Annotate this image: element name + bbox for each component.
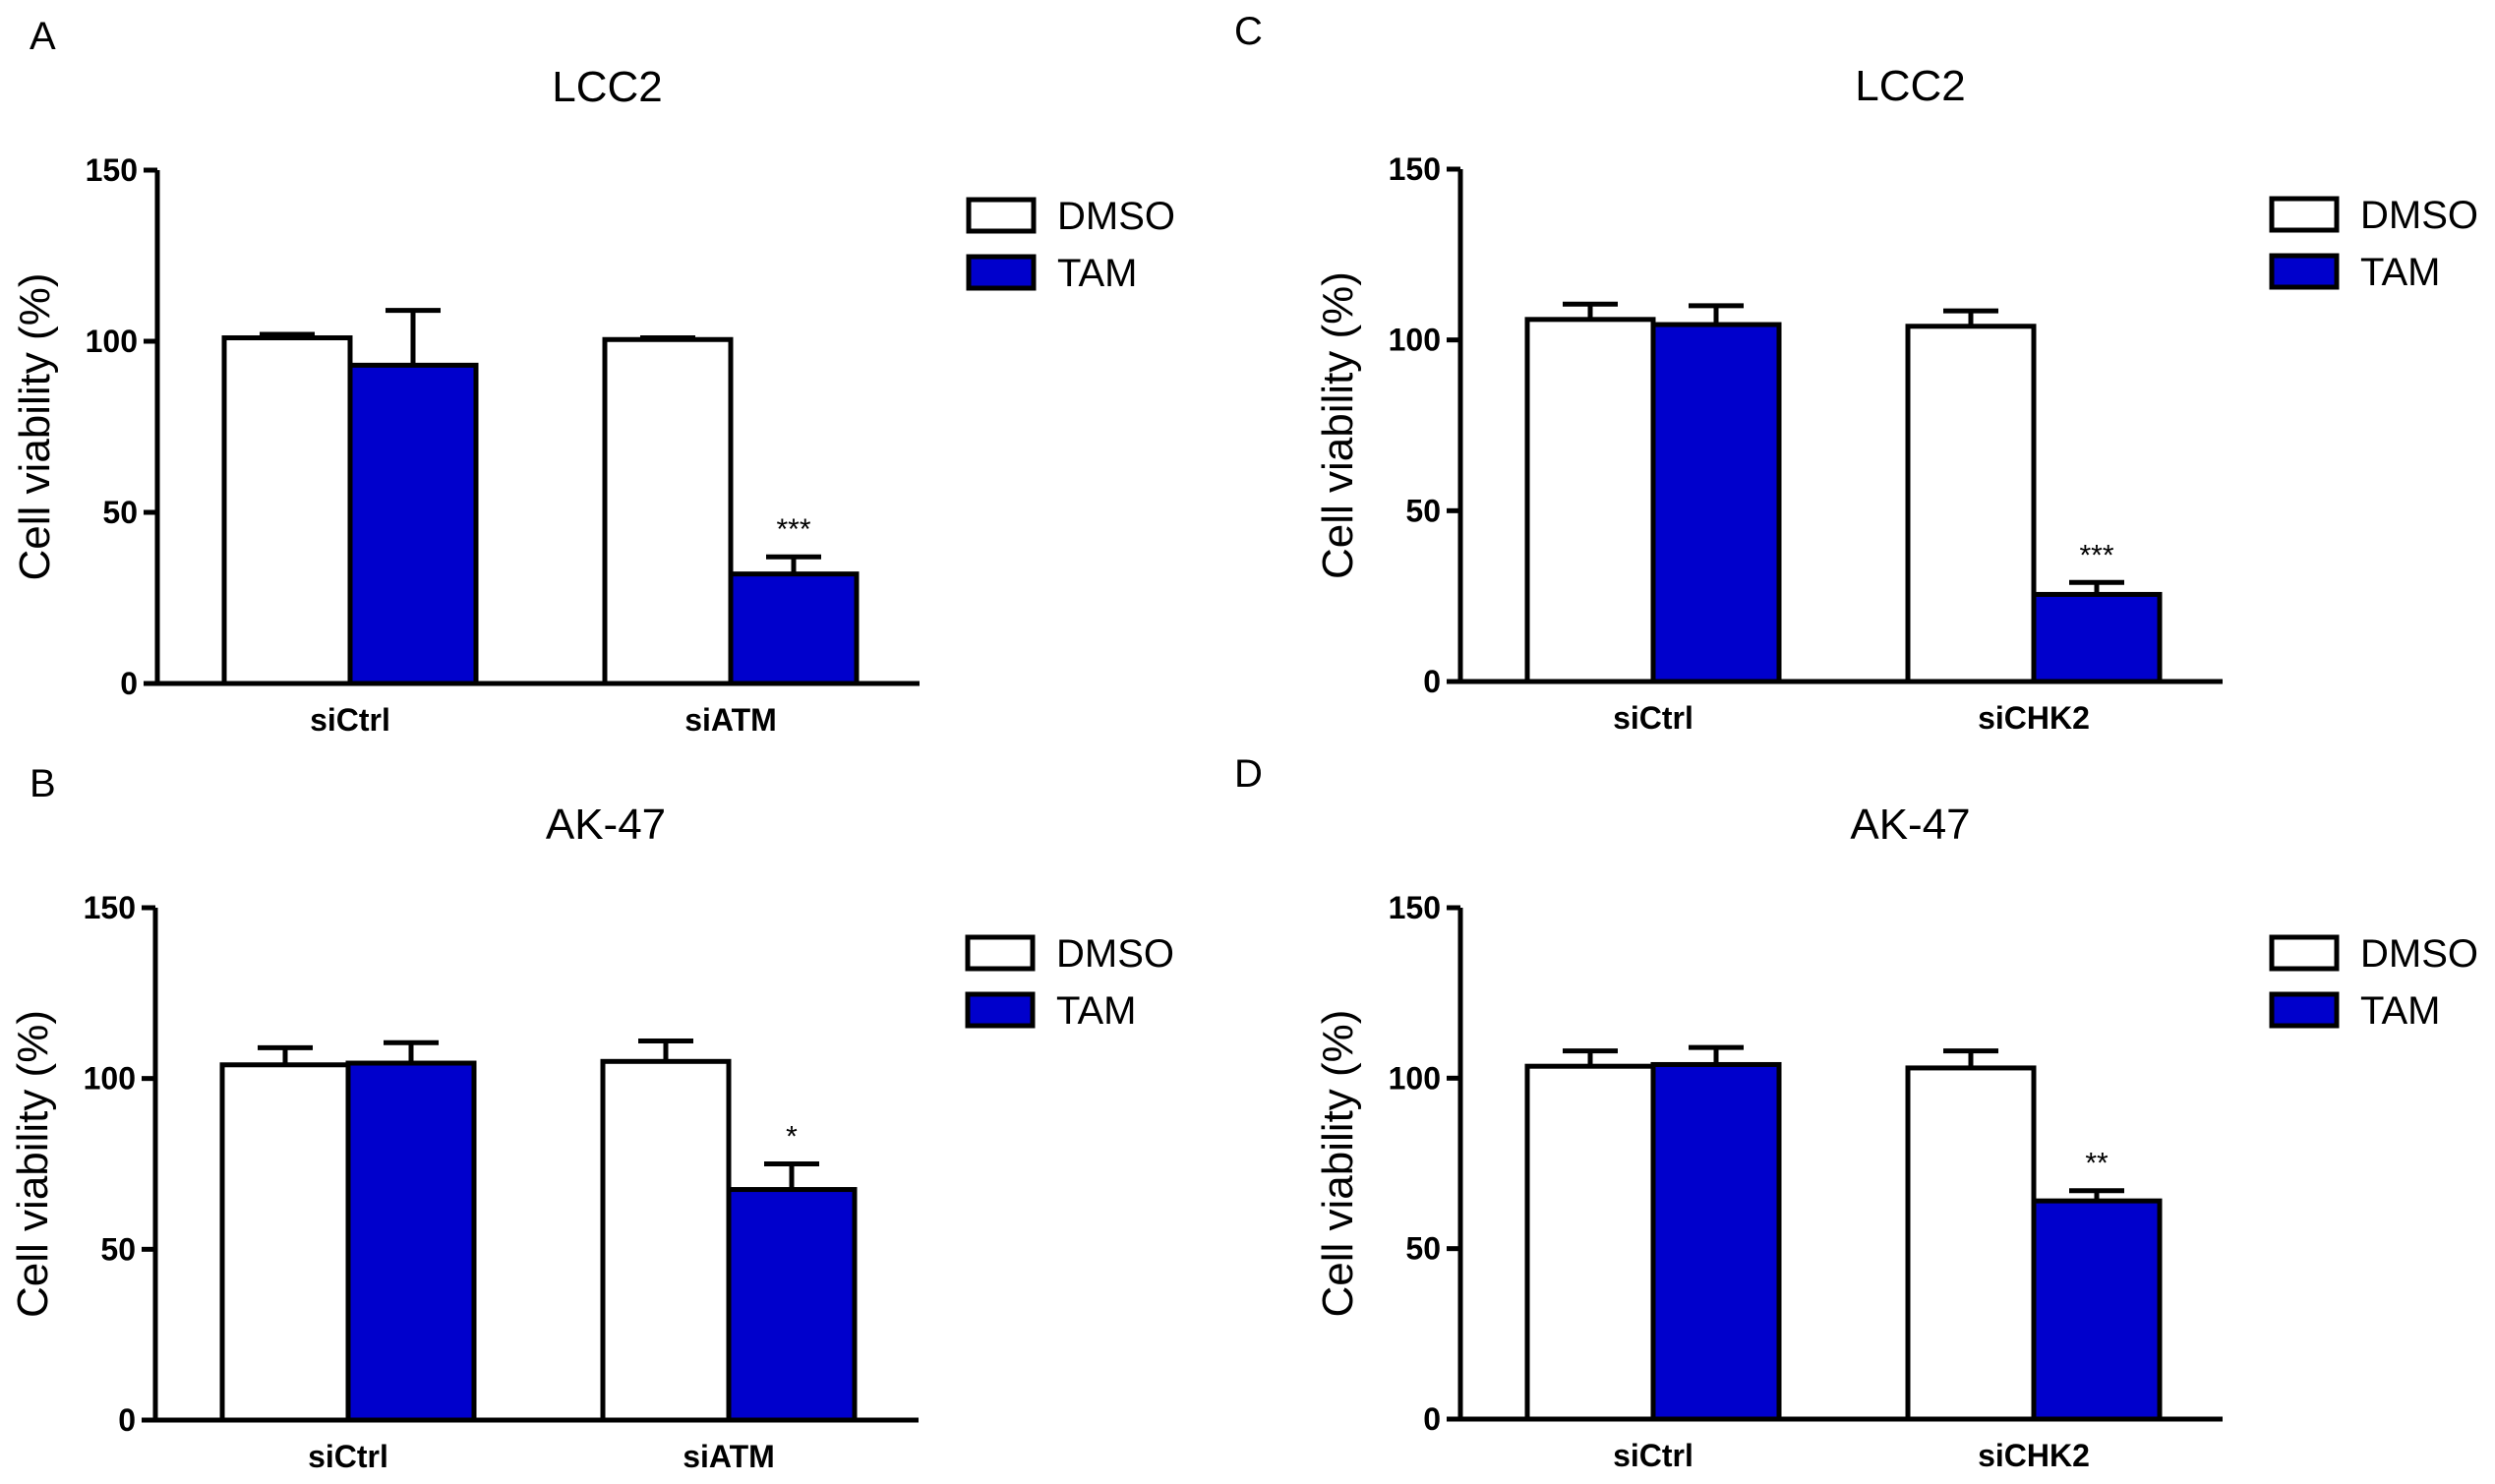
y-tick-label: 0	[1423, 1401, 1441, 1437]
y-tick-label: 50	[1405, 1231, 1441, 1267]
bar-dmso-sichk2	[1905, 1065, 2037, 1422]
bar-dmso-siatm	[600, 1058, 732, 1423]
bar-tam-sichk2	[2031, 1198, 2163, 1422]
panel-d: D AK-47 Cell viability (%) ** 0 50 100 150 siCtr…	[1234, 752, 2478, 1473]
bar-dmso-sictrl	[1524, 1063, 1656, 1422]
legend-label-dmso: DMSO	[1057, 195, 1175, 238]
significance-label: **	[2085, 1148, 2109, 1180]
bar-tam-siatm	[728, 571, 860, 686]
significance-label: ***	[776, 513, 810, 546]
y-axis-title: Cell viability (%)	[1314, 271, 1362, 579]
panel-c: C LCC2 Cell viability (%) *** 0 50 100 150 siCtr…	[1234, 10, 2478, 736]
y-tick-label: 150	[84, 890, 136, 925]
legend-label-dmso: DMSO	[2360, 932, 2478, 976]
bar-tam-sictrl	[345, 1060, 477, 1423]
y-tick-label: 0	[118, 1402, 136, 1438]
chart-title: AK-47	[546, 801, 666, 849]
bar-tam-sictrl	[1650, 1061, 1782, 1422]
x-category-label: siATM	[684, 702, 777, 738]
y-tick-label: 100	[1389, 1060, 1441, 1096]
panel-b: B AK-47 Cell viability (%) * 0 50 100 150 siCtrl…	[9, 762, 1174, 1474]
bar-tam-sictrl	[1650, 322, 1782, 684]
panel-letter: B	[30, 762, 56, 805]
y-tick-label: 150	[1389, 890, 1441, 925]
x-category-label: siCtrl	[1613, 700, 1693, 736]
legend-swatch-tam	[966, 254, 1037, 291]
chart-title: AK-47	[1850, 801, 1970, 849]
legend-swatch-tam	[2269, 253, 2340, 290]
x-category-label: siCHK2	[1978, 700, 2090, 736]
y-tick-label: 0	[1423, 664, 1441, 699]
y-tick-label: 100	[1389, 323, 1441, 358]
x-category-label: siATM	[683, 1439, 775, 1474]
bar-dmso-sichk2	[1905, 324, 2037, 684]
significance-label: *	[786, 1121, 798, 1154]
legend-label-dmso: DMSO	[2360, 194, 2478, 237]
y-tick-label: 0	[120, 666, 138, 701]
legend-swatch-tam	[965, 991, 1036, 1029]
x-category-label: siCHK2	[1978, 1438, 2090, 1473]
legend-label-tam: TAM	[1056, 989, 1136, 1033]
legend-swatch-dmso	[966, 197, 1037, 234]
bar-tam-sictrl	[347, 362, 479, 686]
x-category-label: siCtrl	[308, 1439, 388, 1474]
chart-title: LCC2	[1855, 62, 1966, 110]
legend-label-dmso: DMSO	[1056, 932, 1174, 976]
chart-title: LCC2	[552, 63, 663, 111]
x-category-label: siCtrl	[1613, 1438, 1693, 1473]
panel-letter: C	[1234, 10, 1263, 53]
bar-tam-sichk2	[2031, 591, 2163, 684]
y-tick-label: 50	[102, 495, 138, 530]
y-axis-title: Cell viability (%)	[9, 1010, 57, 1318]
y-tick-label: 50	[100, 1231, 136, 1267]
legend-swatch-tam	[2269, 991, 2340, 1029]
panel-letter: A	[30, 15, 56, 58]
panel-letter: D	[1234, 752, 1263, 796]
x-category-label: siCtrl	[310, 702, 390, 738]
bar-dmso-sictrl	[219, 1062, 351, 1423]
bar-dmso-siatm	[602, 336, 734, 686]
legend-label-tam: TAM	[2360, 989, 2440, 1033]
bar-tam-siatm	[726, 1187, 858, 1423]
y-tick-label: 100	[84, 1061, 136, 1097]
legend-swatch-dmso	[2269, 934, 2340, 972]
y-axis-title: Cell viability (%)	[1314, 1010, 1362, 1318]
y-axis-title: Cell viability (%)	[11, 273, 59, 581]
y-tick-label: 150	[1389, 151, 1441, 187]
bar-dmso-sictrl	[1524, 317, 1656, 684]
legend-swatch-dmso	[965, 934, 1036, 972]
legend-label-tam: TAM	[1057, 252, 1137, 295]
legend-label-tam: TAM	[2360, 251, 2440, 294]
panel-a: A LCC2 Cell viability (%) *** 0 50 100 150 siCtr…	[11, 15, 1175, 738]
significance-label: ***	[2079, 539, 2113, 571]
y-tick-label: 100	[86, 324, 138, 359]
y-tick-label: 150	[86, 152, 138, 188]
legend-swatch-dmso	[2269, 196, 2340, 233]
bar-dmso-sictrl	[221, 335, 353, 686]
y-tick-label: 50	[1405, 493, 1441, 528]
